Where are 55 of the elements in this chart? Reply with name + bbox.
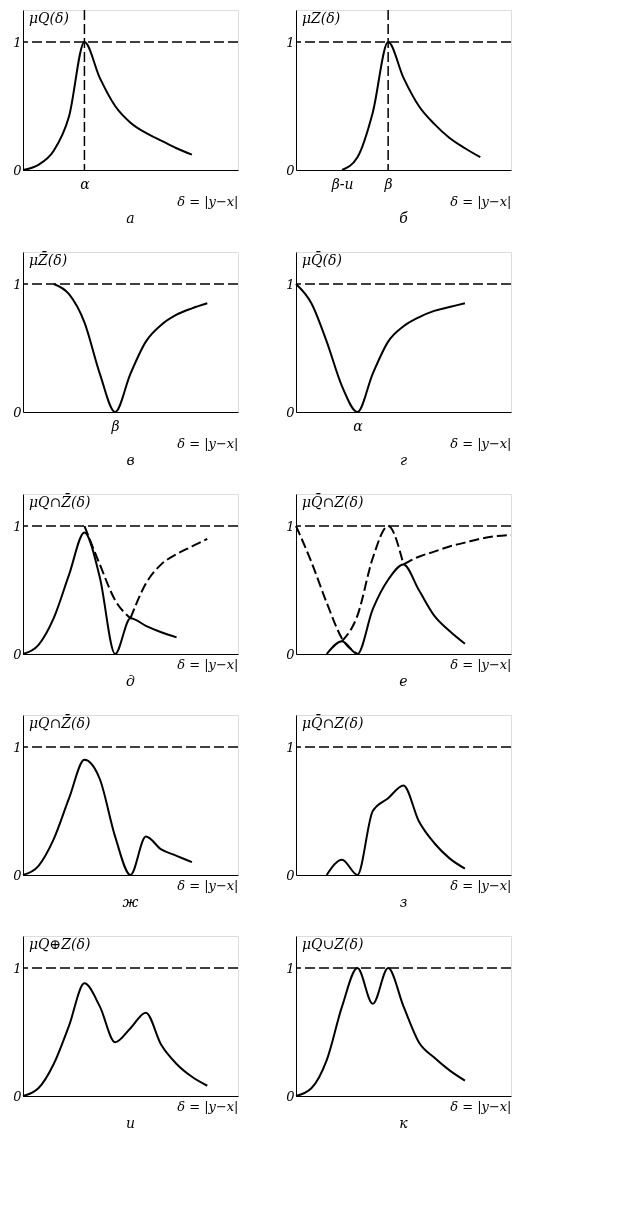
text: ж [122, 894, 139, 910]
text: в [126, 452, 135, 468]
y-tick-label: 0 [13, 404, 22, 420]
y-tick-label: 0 [286, 404, 295, 420]
y-tick-label: 1 [13, 34, 22, 50]
x-tick-label: β [383, 175, 393, 192]
y-tick-label: 0 [286, 162, 295, 178]
y-tick-label: 1 [286, 960, 295, 976]
text: е [399, 673, 408, 689]
x-axis-title: δ = |y−x| [450, 1098, 512, 1114]
x-axis-title: δ = |y−x| [450, 656, 512, 672]
y-tick-label: 0 [13, 867, 22, 883]
text: д [126, 673, 136, 689]
x-axis-title: δ = |y−x| [177, 877, 239, 893]
x-axis-title: δ = |y−x| [177, 656, 239, 672]
x-axis-title: δ = |y−x| [450, 877, 512, 893]
y-axis-title: μQ∪Z(δ) [302, 936, 364, 952]
y-tick-label: 1 [13, 276, 22, 292]
x-axis-title: δ = |y−x| [177, 193, 239, 209]
y-axis-title: μQ̄∩Z(δ) [302, 714, 364, 731]
text: г [399, 452, 408, 468]
y-tick-label: 1 [286, 739, 295, 755]
y-tick-label: 0 [13, 162, 22, 178]
x-tick-label: β [110, 417, 120, 434]
y-tick-label: 1 [286, 276, 295, 292]
x-tick-label: α [80, 175, 91, 192]
y-axis-title: μQ̄(δ) [302, 251, 342, 268]
y-axis-title: μQ(δ) [29, 10, 69, 26]
y-axis-title: μQ∩Z̄(δ) [29, 493, 91, 510]
y-tick-label: 1 [13, 739, 22, 755]
text: з [399, 894, 408, 910]
y-axis-title: μZ(δ) [302, 10, 341, 26]
text: б [399, 210, 409, 226]
y-tick-label: 1 [286, 518, 295, 534]
x-tick-label: β-u [330, 175, 354, 192]
y-axis-title: μZ̄(δ) [29, 251, 68, 268]
y-tick-label: 1 [286, 34, 295, 50]
x-axis-title: δ = |y−x| [177, 1098, 239, 1114]
y-tick-label: 0 [286, 646, 295, 662]
text: и [125, 1115, 136, 1131]
x-axis-title: δ = |y−x| [177, 435, 239, 451]
y-axis-title: μQ∩Z̄(δ) [29, 714, 91, 731]
y-tick-label: 1 [13, 518, 22, 534]
y-tick-label: 0 [13, 1088, 22, 1104]
y-tick-label: 0 [286, 867, 295, 883]
y-tick-label: 0 [13, 646, 22, 662]
y-tick-label: 1 [13, 960, 22, 976]
x-axis-title: δ = |y−x| [450, 193, 512, 209]
x-axis-title: δ = |y−x| [450, 435, 512, 451]
text: а [126, 210, 135, 226]
y-tick-label: 0 [286, 1088, 295, 1104]
y-axis-title: μQ⊕Z(δ) [29, 936, 91, 952]
y-axis-title: μQ̄∩Z(δ) [302, 493, 364, 510]
text: к [399, 1115, 409, 1131]
x-tick-label: α [353, 417, 364, 434]
